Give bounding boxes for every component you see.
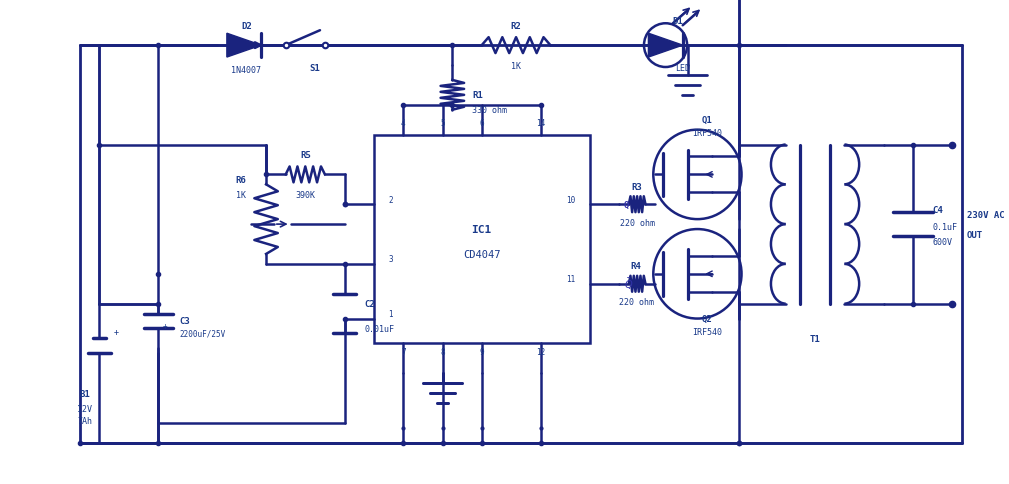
Text: 7Ah: 7Ah [78, 417, 92, 425]
Text: 1N4007: 1N4007 [231, 66, 261, 76]
Text: 9: 9 [479, 347, 484, 356]
Text: R1: R1 [472, 91, 482, 100]
Text: Q1: Q1 [702, 116, 712, 125]
Text: IRF540: IRF540 [692, 327, 722, 336]
Text: R4: R4 [631, 262, 642, 271]
Text: 7: 7 [401, 347, 406, 356]
Text: Q: Q [624, 200, 630, 209]
Text: LED: LED [675, 63, 690, 72]
Text: 230V AC: 230V AC [967, 210, 1005, 219]
Text: 330 ohm: 330 ohm [472, 106, 507, 115]
Text: S1: S1 [310, 63, 321, 72]
Text: $\bar{Q}$: $\bar{Q}$ [624, 277, 634, 292]
Text: 1K: 1K [512, 61, 521, 70]
Text: 4: 4 [401, 119, 406, 128]
Text: 8: 8 [440, 347, 445, 356]
Text: R6: R6 [236, 176, 246, 184]
Text: +: + [114, 327, 119, 336]
Text: +: + [163, 321, 167, 331]
Text: CD4047: CD4047 [463, 249, 500, 259]
Text: T1: T1 [809, 334, 820, 343]
Text: 0.1uF: 0.1uF [932, 222, 958, 231]
Text: 12V: 12V [78, 404, 92, 413]
Polygon shape [227, 34, 261, 58]
Text: C2: C2 [364, 300, 375, 308]
Text: 1K: 1K [236, 190, 246, 199]
Text: 12: 12 [536, 347, 545, 356]
Text: R3: R3 [632, 182, 643, 192]
Text: 10: 10 [566, 196, 575, 204]
Text: 220 ohm: 220 ohm [620, 218, 655, 227]
Text: R2: R2 [511, 22, 522, 30]
Text: 600V: 600V [932, 238, 952, 247]
Text: Q2: Q2 [702, 315, 712, 323]
Bar [374, 136, 589, 344]
Text: 5: 5 [440, 119, 445, 128]
Text: 3: 3 [388, 255, 394, 264]
Text: C3: C3 [180, 317, 191, 325]
Polygon shape [649, 34, 683, 58]
Text: IC1: IC1 [471, 225, 491, 235]
Text: D1: D1 [672, 17, 683, 26]
Text: 11: 11 [566, 275, 575, 284]
Text: IRF540: IRF540 [692, 129, 722, 138]
Text: B1: B1 [80, 389, 90, 398]
Text: R5: R5 [300, 151, 311, 160]
Text: 14: 14 [536, 119, 545, 128]
Text: 2200uF/25V: 2200uF/25V [180, 329, 226, 338]
Text: 390K: 390K [296, 190, 315, 199]
Text: 6: 6 [479, 119, 484, 128]
Text: 2: 2 [388, 196, 394, 204]
Text: C4: C4 [932, 205, 943, 214]
Text: 220 ohm: 220 ohm [619, 298, 654, 306]
Text: OUT: OUT [967, 230, 983, 239]
Text: 0.01uF: 0.01uF [364, 324, 395, 333]
Text: 1: 1 [388, 309, 394, 318]
Text: D2: D2 [241, 22, 252, 30]
